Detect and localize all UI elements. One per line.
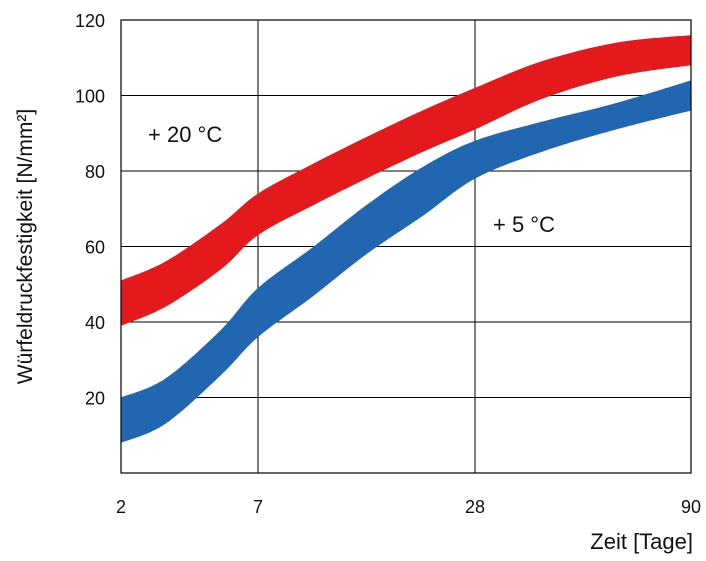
- x-tick-label: 2: [116, 497, 126, 517]
- y-tick-label: 120: [75, 11, 105, 31]
- y-tick-label: 100: [75, 87, 105, 107]
- x-tick-label: 28: [465, 497, 485, 517]
- plot-frame: [120, 19, 692, 474]
- series-label-20c: + 20 °C: [148, 122, 222, 147]
- x-axis-label: Zeit [Tage]: [590, 529, 693, 554]
- x-tick-label: 7: [253, 497, 263, 517]
- series-label-5c: + 5 °C: [493, 212, 555, 237]
- y-tick-label: 40: [85, 313, 105, 333]
- tick-labels: 20 40 60 80 100 120 2 7 28 90: [75, 11, 701, 517]
- y-axis-label: Würfeldruckfestigkeit [N/mm²]: [14, 109, 37, 384]
- y-tick-label: 60: [85, 238, 105, 258]
- bands: [121, 35, 691, 443]
- series-band-1: [121, 80, 691, 443]
- y-tick-label: 80: [85, 162, 105, 182]
- series-band-0: [121, 35, 691, 326]
- y-tick-label: 20: [85, 389, 105, 409]
- x-tick-label: 90: [681, 497, 701, 517]
